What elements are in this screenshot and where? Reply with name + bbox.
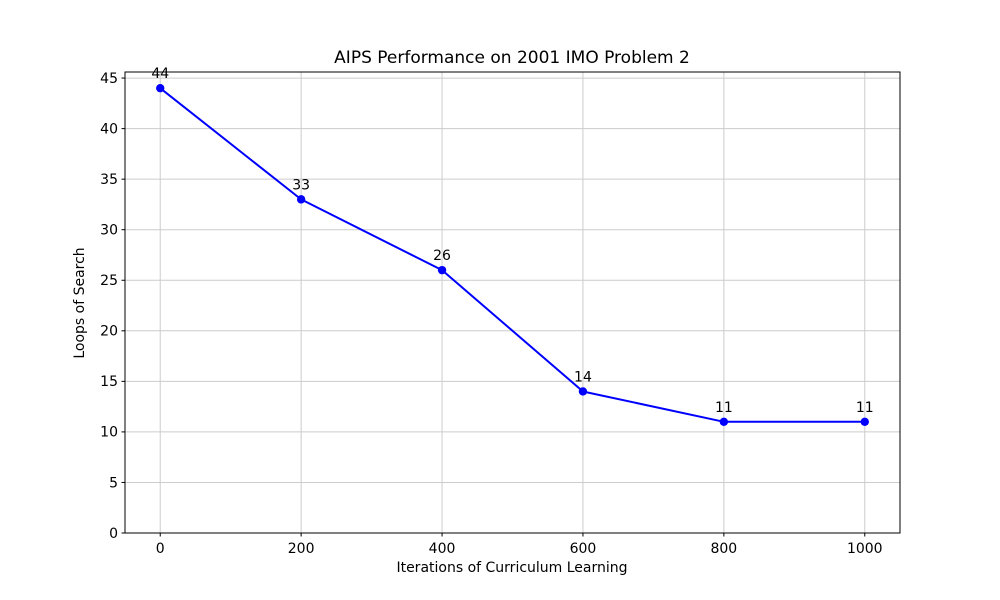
- y-tick-label: 40: [100, 121, 118, 137]
- y-tick-label: 30: [100, 223, 118, 239]
- data-point-marker: [296, 195, 306, 204]
- y-tick-label: 5: [109, 475, 118, 491]
- y-tick-label: 10: [100, 425, 118, 441]
- data-point-marker: [578, 387, 588, 396]
- data-point-marker: [437, 265, 447, 275]
- x-axis-label: Iterations of Curriculum Learning: [396, 560, 627, 576]
- data-point-value-label: 44: [151, 66, 169, 82]
- x-tick-label: 200: [288, 541, 315, 557]
- y-tick-label: 20: [100, 324, 118, 340]
- y-tick-label: 0: [109, 526, 118, 542]
- data-point-marker: [156, 83, 165, 93]
- x-tick-label: 1000: [847, 541, 883, 557]
- x-tick-label: 600: [570, 541, 597, 557]
- x-tick-label: 400: [429, 541, 456, 557]
- y-tick-label: 25: [100, 273, 118, 289]
- x-tick-label: 0: [156, 541, 165, 557]
- plot-border: [124, 71, 901, 534]
- y-tick-label: 45: [100, 71, 118, 87]
- y-tick-label: 15: [100, 374, 118, 390]
- y-axis-label: Loops of Search: [72, 247, 88, 358]
- data-point-value-label: 26: [433, 248, 451, 264]
- data-point-value-label: 14: [574, 369, 592, 385]
- data-point-marker: [719, 417, 729, 426]
- data-point-value-label: 11: [856, 400, 874, 416]
- data-point-marker: [860, 417, 869, 426]
- axes-and-ticks: 0 200 400 600 800 1000 0 5 10 15 20 25 30 35 40 45: [100, 71, 901, 557]
- y-tick-label: 35: [100, 172, 118, 188]
- data-point-value-label: 11: [715, 400, 733, 416]
- chart-title: AIPS Performance on 2001 IMO Problem 2: [334, 48, 690, 68]
- point-annotations: 44 33 26 14 11 11: [151, 66, 873, 416]
- x-tick-label: 800: [710, 541, 737, 557]
- series-line: [159, 87, 866, 423]
- grid-lines: [125, 72, 900, 534]
- data-point-value-label: 33: [292, 177, 310, 193]
- data-series: [156, 83, 869, 426]
